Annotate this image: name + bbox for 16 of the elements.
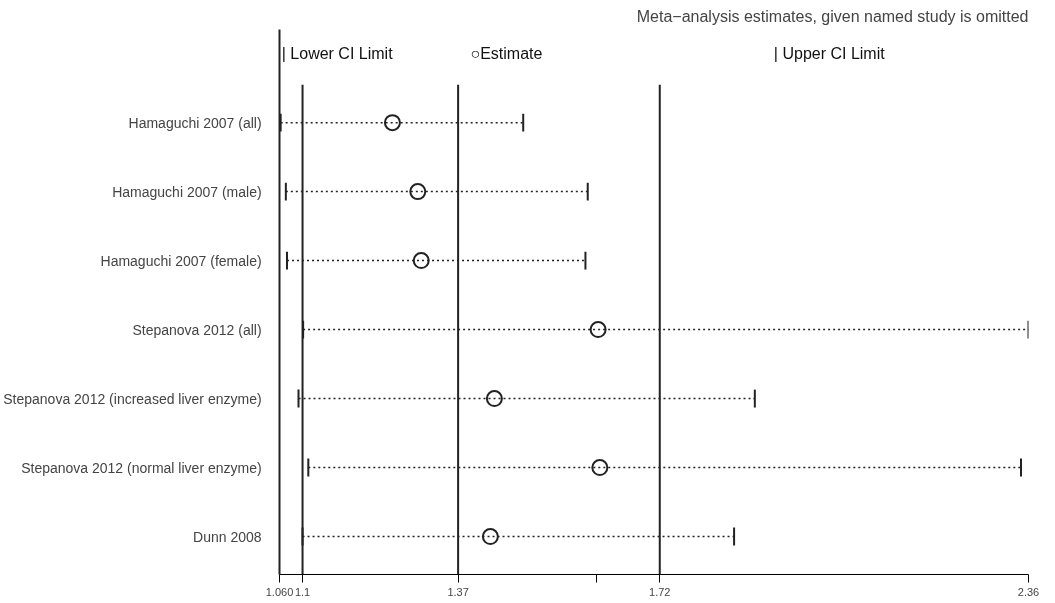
x-tick-label: 1.060: [265, 585, 294, 598]
x-tick-label: 1.37: [447, 585, 469, 598]
y-tick-label: Dunn 2008: [193, 528, 262, 545]
y-tick-label: Hamaguchi 2007 (all): [128, 114, 262, 131]
chart-title: Meta−analysis estimates, given named study is omitted: [636, 7, 1029, 25]
text: | Lower CI Limit: [281, 45, 394, 63]
text: ○Estimate: [470, 45, 543, 63]
y-tick-label: Stepanova 2012 (all): [132, 321, 262, 338]
y-tick-label: Stepanova 2012 (increased liver enzyme): [3, 390, 262, 407]
y-tick-label: Hamaguchi 2007 (male): [112, 183, 262, 200]
x-tick-label: 2.36: [1017, 585, 1040, 598]
x-tick-label: 1.1: [294, 585, 311, 598]
y-tick-label: Hamaguchi 2007 (female): [100, 252, 262, 269]
y-tick-label: Stepanova 2012 (normal liver enzyme): [21, 459, 262, 476]
x-tick-label: 1.72: [649, 585, 671, 598]
text: | Upper CI Limit: [773, 45, 886, 63]
